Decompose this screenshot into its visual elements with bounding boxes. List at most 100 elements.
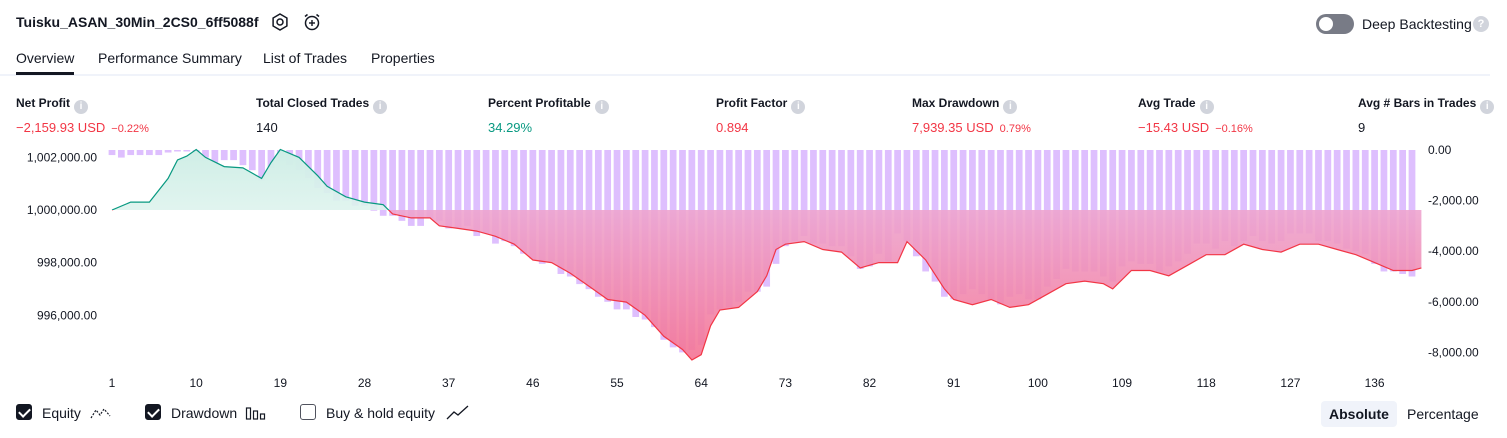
equity-profit-fill [112, 149, 1422, 210]
question-icon[interactable]: ? [1473, 16, 1489, 32]
tab-properties[interactable]: Properties [371, 50, 435, 66]
info-icon[interactable]: i [1003, 100, 1018, 114]
alarm-plus-icon[interactable] [302, 12, 322, 32]
drawdown-bar [1324, 150, 1332, 242]
legend-drawdown[interactable]: Drawdown [145, 402, 275, 426]
drawdown-bar [894, 150, 901, 234]
drawdown-bar [1128, 150, 1135, 262]
equity-checkbox[interactable] [16, 404, 32, 420]
drawdown-bar [1315, 150, 1322, 242]
metric-value: 34.29% [488, 120, 533, 135]
drawdown-bar [529, 150, 537, 259]
drawdown-bar [1287, 150, 1294, 234]
tab-list-of-trades[interactable]: List of Trades [263, 50, 348, 66]
strategy-name: Tuisku_ASAN_30Min_2CS0_6ff5088f [16, 14, 259, 30]
info-icon[interactable]: i [1480, 100, 1495, 114]
drawdown-bar [782, 150, 789, 247]
drawdown-bar [230, 150, 237, 161]
equity-drawdown-chart[interactable]: 996,000.00 998,000.00 1,000,000.00 1,002,00… [0, 140, 1507, 398]
metric-value: −2,159.93 USD [16, 120, 106, 135]
drawdown-bar [314, 150, 322, 188]
equity-line [111, 148, 1422, 361]
x-axis-tick-label: 1 [109, 376, 116, 390]
buy-hold-line-icon [446, 405, 469, 420]
drawdown-bar [211, 150, 219, 163]
absolute-button[interactable]: Absolute [1321, 401, 1397, 427]
drawdown-bar [417, 150, 424, 226]
x-axis-tick-label: 64 [695, 376, 709, 390]
buy-hold-checkbox[interactable] [300, 404, 316, 420]
percentage-button[interactable]: Percentage [1407, 406, 1479, 422]
drawdown-bar [183, 150, 191, 152]
metric-percent-profitable: Percent Profitable i 34.29% [488, 94, 609, 137]
x-axis-tick-label: 73 [779, 376, 793, 390]
drawdown-bar [520, 150, 527, 254]
drawdown-bar [1137, 150, 1145, 264]
drawdown-bar [1333, 150, 1341, 244]
legend-label: Equity [42, 405, 81, 421]
drawdown-bar [1305, 150, 1313, 234]
equity-area [112, 149, 1422, 360]
drawdown-bar [772, 150, 780, 264]
metric-label: Net Profit [16, 96, 70, 110]
drawdown-bar [202, 150, 209, 158]
right-axis-tick-label: -8,000.00 [1428, 345, 1479, 359]
metric-percent: −0.16% [1215, 123, 1253, 135]
left-axis-tick-label: 996,000.00 [37, 308, 97, 322]
drawdown-bar [379, 150, 387, 216]
metric-value: 0.894 [716, 120, 749, 135]
drawdown-bar [1240, 150, 1248, 242]
info-icon[interactable]: i [373, 100, 388, 114]
metric-label: Profit Factor [716, 96, 788, 110]
metric-percent: 0.79% [999, 123, 1031, 135]
drawdown-bar [800, 150, 808, 237]
drawdown-bar [884, 150, 892, 262]
right-axis-tick-label: -4,000.00 [1428, 244, 1479, 258]
tab-performance-summary[interactable]: Performance Summary [98, 50, 242, 66]
metric-label: Avg # Bars in Trades [1358, 96, 1477, 110]
info-icon[interactable]: i [74, 100, 88, 114]
metric-value: 9 [1358, 120, 1366, 135]
metric-value: −15.43 USD [1138, 120, 1210, 135]
legend-buy-hold[interactable]: Buy & hold equity [300, 402, 480, 426]
x-axis-tick-label: 55 [610, 376, 624, 390]
drawdown-bar [1118, 150, 1126, 267]
legend-label: Drawdown [171, 405, 238, 421]
drawdown-bar [1230, 150, 1238, 247]
drawdown-bar [1146, 150, 1154, 264]
tab-overview[interactable]: Overview [16, 50, 75, 75]
info-icon[interactable]: i [791, 100, 806, 114]
drawdown-bar [1202, 150, 1210, 244]
info-icon[interactable]: i [594, 100, 609, 114]
deep-backtesting-toggle[interactable] [1316, 14, 1354, 34]
drawdown-bar [903, 150, 911, 242]
drawdown-bar [333, 150, 340, 201]
drawdown-bar [1165, 150, 1173, 267]
drawdown-bar [856, 150, 864, 269]
drawdown-bar [1361, 150, 1369, 254]
drawdown-bar [912, 150, 920, 257]
legend-equity[interactable]: Equity [16, 402, 126, 426]
drawdown-bar [1221, 150, 1229, 242]
x-axis-tick-label: 19 [274, 376, 288, 390]
report-header: Tuisku_ASAN_30Min_2CS0_6ff5088f Deep Bac… [0, 0, 1507, 46]
drawdown-checkbox[interactable] [145, 404, 161, 420]
info-icon[interactable]: i [1199, 100, 1214, 114]
drawdown-bar [1193, 150, 1201, 244]
legend-label: Buy & hold equity [326, 405, 435, 421]
drawdown-bar [1249, 150, 1257, 237]
metric-label: Total Closed Trades [256, 96, 370, 110]
drawdown-bar [1277, 150, 1285, 242]
drawdown-bar [473, 150, 481, 237]
drawdown-bar [146, 150, 153, 156]
drawdown-bar [828, 150, 836, 247]
x-axis-tick-label: 37 [442, 376, 456, 390]
metric-total-closed-trades: Total Closed Trades i 140 [256, 94, 388, 137]
drawdown-bar [258, 150, 266, 181]
left-axis-tick-label: 1,002,000.00 [27, 150, 97, 164]
x-axis-tick-label: 10 [189, 376, 203, 390]
drawdown-bar [174, 150, 181, 152]
drawdown-bar [108, 150, 116, 156]
drawdown-bar [342, 150, 350, 201]
gear-icon[interactable] [270, 12, 290, 32]
